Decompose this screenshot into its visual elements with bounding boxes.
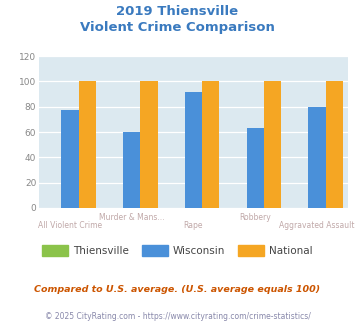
Bar — [202, 82, 219, 208]
Bar — [78, 82, 96, 208]
Text: Murder & Mans...: Murder & Mans... — [99, 213, 164, 222]
Bar — [308, 107, 326, 208]
Text: Robbery: Robbery — [239, 213, 271, 222]
Text: 2019 Thiensville: 2019 Thiensville — [116, 5, 239, 18]
Bar — [326, 82, 343, 208]
Text: Aggravated Assault: Aggravated Assault — [279, 221, 355, 230]
Text: All Violent Crime: All Violent Crime — [38, 221, 102, 230]
Bar — [61, 111, 78, 208]
Bar — [185, 91, 202, 208]
Text: Violent Crime Comparison: Violent Crime Comparison — [80, 21, 275, 34]
Bar — [123, 132, 140, 208]
Text: Compared to U.S. average. (U.S. average equals 100): Compared to U.S. average. (U.S. average … — [34, 285, 321, 294]
Text: Rape: Rape — [184, 221, 203, 230]
Bar — [140, 82, 158, 208]
Bar — [264, 82, 281, 208]
Legend: Thiensville, Wisconsin, National: Thiensville, Wisconsin, National — [38, 241, 317, 260]
Bar — [247, 128, 264, 208]
Text: © 2025 CityRating.com - https://www.cityrating.com/crime-statistics/: © 2025 CityRating.com - https://www.city… — [45, 312, 310, 321]
